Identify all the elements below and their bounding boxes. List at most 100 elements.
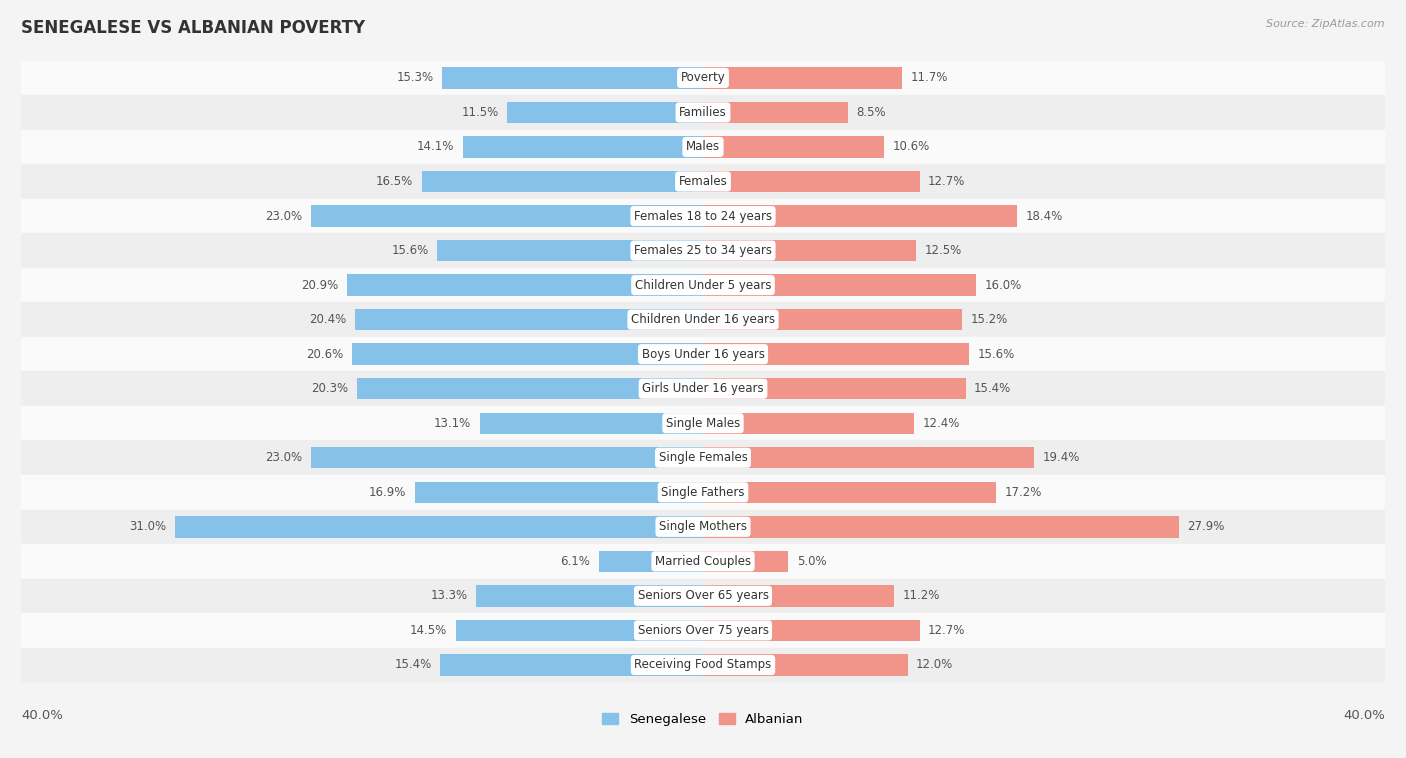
Text: Girls Under 16 years: Girls Under 16 years [643,382,763,395]
Bar [703,343,969,365]
Bar [508,102,703,123]
Bar [441,67,703,89]
Text: 15.4%: 15.4% [395,659,432,672]
Text: 20.9%: 20.9% [301,279,339,292]
Bar [356,309,703,330]
Text: 15.3%: 15.3% [396,71,433,84]
Bar [21,268,1385,302]
Bar [456,620,703,641]
Text: 13.3%: 13.3% [430,590,468,603]
Text: 12.7%: 12.7% [928,624,966,637]
Bar [422,171,703,193]
Bar [703,274,976,296]
Text: Married Couples: Married Couples [655,555,751,568]
Legend: Senegalese, Albanian: Senegalese, Albanian [598,708,808,731]
Bar [477,585,703,606]
Text: 11.5%: 11.5% [461,106,499,119]
Text: Single Mothers: Single Mothers [659,520,747,534]
Text: Source: ZipAtlas.com: Source: ZipAtlas.com [1267,19,1385,29]
Bar [21,96,1385,130]
Text: 12.7%: 12.7% [928,175,966,188]
Text: 8.5%: 8.5% [856,106,886,119]
Text: 5.0%: 5.0% [797,555,827,568]
Bar [21,440,1385,475]
Text: 23.0%: 23.0% [266,451,302,464]
Bar [703,240,917,262]
Text: 40.0%: 40.0% [1343,709,1385,722]
Bar [703,620,920,641]
Bar [21,578,1385,613]
Text: 12.0%: 12.0% [917,659,953,672]
Text: Seniors Over 75 years: Seniors Over 75 years [637,624,769,637]
Text: 11.2%: 11.2% [903,590,939,603]
Bar [703,67,903,89]
Text: 16.9%: 16.9% [368,486,406,499]
Bar [21,647,1385,682]
Bar [703,136,884,158]
Bar [703,309,962,330]
Bar [21,61,1385,96]
Text: 16.5%: 16.5% [375,175,413,188]
Text: Single Fathers: Single Fathers [661,486,745,499]
Text: 20.4%: 20.4% [309,313,347,326]
Text: Single Males: Single Males [666,417,740,430]
Bar [479,412,703,434]
Bar [437,240,703,262]
Text: Receiving Food Stamps: Receiving Food Stamps [634,659,772,672]
Text: Males: Males [686,140,720,153]
Text: Females 25 to 34 years: Females 25 to 34 years [634,244,772,257]
Bar [357,378,703,399]
Text: Boys Under 16 years: Boys Under 16 years [641,348,765,361]
Bar [703,516,1178,537]
Bar [352,343,703,365]
Bar [703,481,997,503]
Text: 27.9%: 27.9% [1187,520,1225,534]
Bar [463,136,703,158]
Bar [21,337,1385,371]
Bar [21,130,1385,164]
Text: 16.0%: 16.0% [984,279,1022,292]
Text: 31.0%: 31.0% [129,520,166,534]
Text: 14.1%: 14.1% [416,140,454,153]
Text: 14.5%: 14.5% [411,624,447,637]
Text: 18.4%: 18.4% [1025,209,1063,223]
Text: 15.6%: 15.6% [391,244,429,257]
Text: 6.1%: 6.1% [561,555,591,568]
Bar [415,481,703,503]
Text: 20.6%: 20.6% [307,348,343,361]
Text: 12.5%: 12.5% [925,244,962,257]
Text: 12.4%: 12.4% [922,417,960,430]
Text: 10.6%: 10.6% [893,140,929,153]
Bar [21,509,1385,544]
Bar [703,412,914,434]
Text: 15.2%: 15.2% [970,313,1008,326]
Text: Children Under 16 years: Children Under 16 years [631,313,775,326]
Text: Families: Families [679,106,727,119]
Bar [347,274,703,296]
Bar [703,171,920,193]
Bar [703,654,908,675]
Text: 11.7%: 11.7% [911,71,949,84]
Bar [21,406,1385,440]
Text: 15.6%: 15.6% [977,348,1015,361]
Bar [174,516,703,537]
Bar [21,302,1385,337]
Bar [440,654,703,675]
Bar [703,585,894,606]
Bar [703,447,1033,468]
Text: Females: Females [679,175,727,188]
Text: Females 18 to 24 years: Females 18 to 24 years [634,209,772,223]
Bar [703,378,966,399]
Text: 40.0%: 40.0% [21,709,63,722]
Bar [599,550,703,572]
Bar [703,550,789,572]
Text: Children Under 5 years: Children Under 5 years [634,279,772,292]
Text: 23.0%: 23.0% [266,209,302,223]
Bar [311,205,703,227]
Text: 13.1%: 13.1% [434,417,471,430]
Bar [21,475,1385,509]
Bar [311,447,703,468]
Bar [703,102,848,123]
Bar [21,613,1385,647]
Bar [703,205,1017,227]
